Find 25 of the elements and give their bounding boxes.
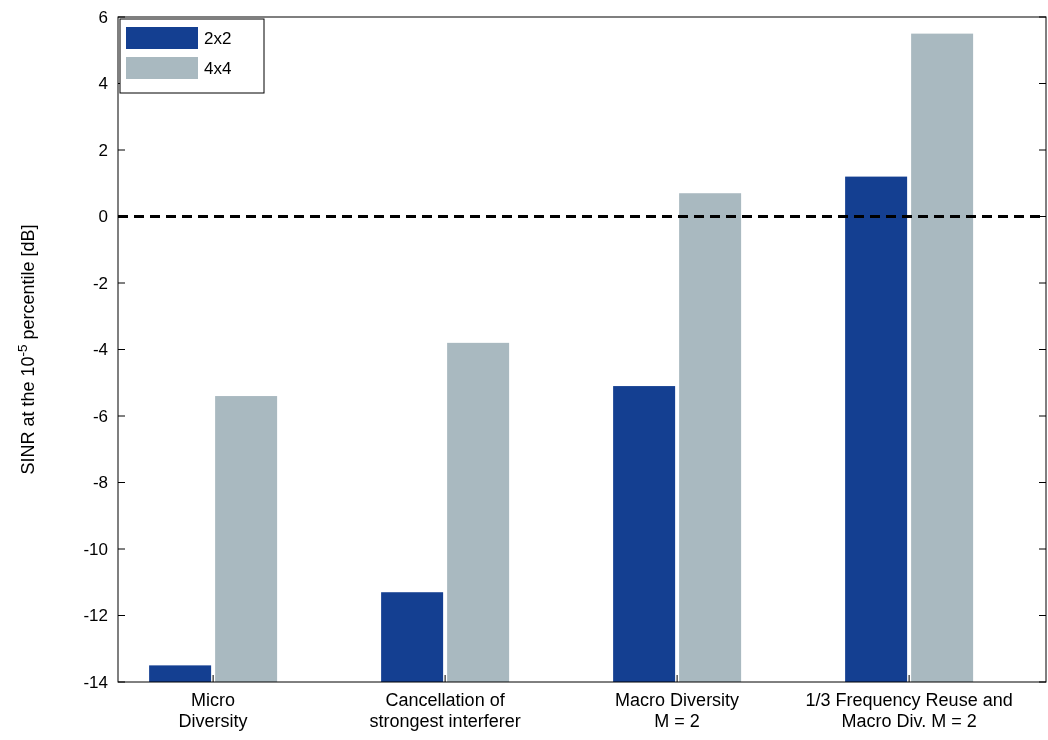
bar bbox=[845, 176, 908, 682]
bar bbox=[215, 396, 278, 682]
bar bbox=[447, 342, 510, 682]
y-tick-label: 2 bbox=[98, 140, 108, 160]
y-tick-label: -10 bbox=[83, 539, 108, 559]
x-tick-label: Cancellation of strongest interferer bbox=[369, 690, 521, 731]
y-tick-label: -2 bbox=[92, 273, 108, 293]
bar bbox=[381, 592, 444, 682]
y-tick-label: -12 bbox=[83, 606, 108, 626]
legend-label: 4x4 bbox=[204, 58, 232, 78]
y-tick-label: -6 bbox=[92, 406, 108, 426]
x-tick-label: Macro Diversity M = 2 bbox=[615, 690, 740, 731]
x-tick-label: Micro Diversity bbox=[178, 690, 248, 731]
y-tick-label: -14 bbox=[83, 672, 108, 692]
bar bbox=[911, 33, 974, 682]
y-tick-label: 6 bbox=[98, 7, 108, 27]
y-tick-label: 0 bbox=[98, 207, 108, 227]
y-tick-label: -4 bbox=[92, 340, 108, 360]
bar bbox=[149, 665, 212, 682]
legend-label: 2x2 bbox=[204, 28, 232, 48]
bar bbox=[679, 193, 742, 682]
y-tick-label: 4 bbox=[98, 74, 108, 94]
bar bbox=[613, 386, 676, 682]
x-tick-label: 1/3 Frequency Reuse and Macro Div. M = 2 bbox=[805, 690, 1013, 731]
y-tick-label: -8 bbox=[92, 473, 108, 493]
